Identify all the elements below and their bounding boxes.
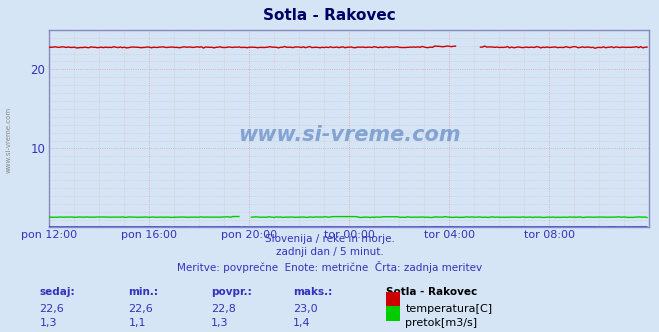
Text: 22,6: 22,6 <box>40 304 65 314</box>
Text: povpr.:: povpr.: <box>211 287 252 297</box>
Text: temperatura[C]: temperatura[C] <box>405 304 492 314</box>
Text: 1,4: 1,4 <box>293 318 311 328</box>
Text: 1,3: 1,3 <box>211 318 229 328</box>
Text: 22,6: 22,6 <box>129 304 154 314</box>
Text: 23,0: 23,0 <box>293 304 318 314</box>
Text: www.si-vreme.com: www.si-vreme.com <box>5 106 11 173</box>
Text: sedaj:: sedaj: <box>40 287 75 297</box>
Text: Sotla - Rakovec: Sotla - Rakovec <box>386 287 476 297</box>
Text: www.si-vreme.com: www.si-vreme.com <box>238 124 461 144</box>
Text: pretok[m3/s]: pretok[m3/s] <box>405 318 477 328</box>
Text: 1,1: 1,1 <box>129 318 146 328</box>
Text: 1,3: 1,3 <box>40 318 57 328</box>
Text: Slovenija / reke in morje.: Slovenija / reke in morje. <box>264 234 395 244</box>
Text: Meritve: povprečne  Enote: metrične  Črta: zadnja meritev: Meritve: povprečne Enote: metrične Črta:… <box>177 261 482 273</box>
Text: zadnji dan / 5 minut.: zadnji dan / 5 minut. <box>275 247 384 257</box>
Text: 22,8: 22,8 <box>211 304 236 314</box>
Text: Sotla - Rakovec: Sotla - Rakovec <box>263 8 396 23</box>
Text: min.:: min.: <box>129 287 159 297</box>
Text: maks.:: maks.: <box>293 287 333 297</box>
